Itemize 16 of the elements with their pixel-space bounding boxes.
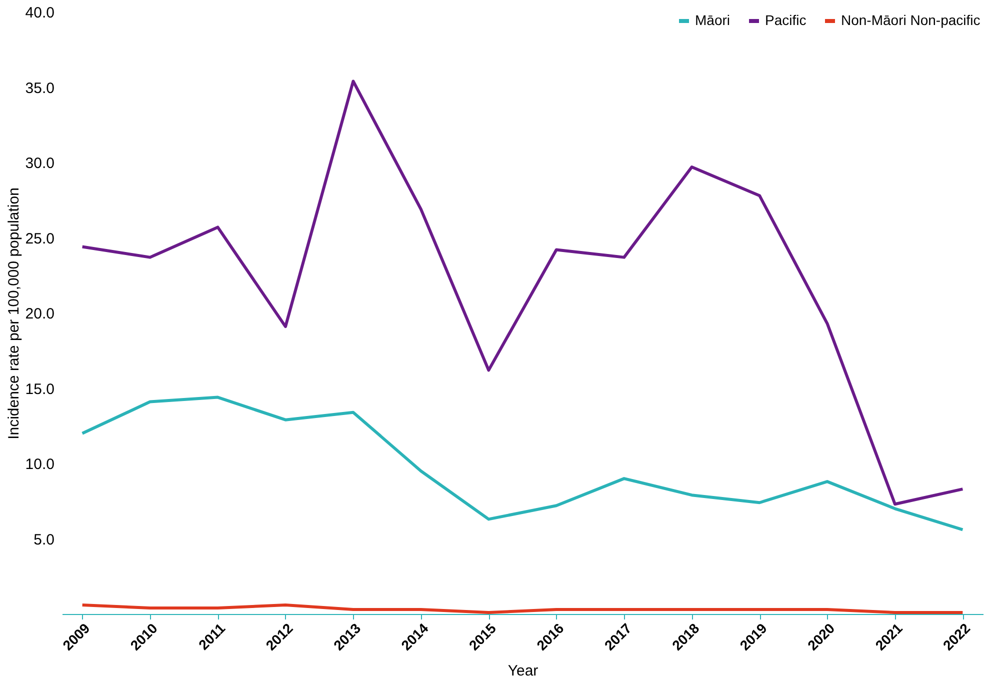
line-series: [80, 80, 964, 506]
x-axis-title: Year: [508, 662, 538, 680]
y-tick-label: 30.0: [25, 155, 54, 172]
legend-label: Non-Māori Non-pacific: [841, 12, 980, 28]
y-tick-label: 35.0: [25, 80, 54, 97]
line-series: [80, 396, 964, 532]
y-tick-label: 15.0: [25, 380, 54, 398]
y-tick-label: 40.0: [25, 4, 54, 22]
line-series: [80, 603, 964, 614]
y-tick-label: 5.0: [34, 531, 54, 548]
y-tick-label: 20.0: [25, 306, 54, 322]
legend-label: Māori: [695, 12, 730, 28]
y-tick-label: 10.0: [25, 456, 54, 473]
legend-label: Pacific: [765, 12, 806, 28]
y-tick-label: 25.0: [25, 230, 54, 248]
y-axis-title: Incidence rate per 100,000 population: [5, 188, 22, 440]
